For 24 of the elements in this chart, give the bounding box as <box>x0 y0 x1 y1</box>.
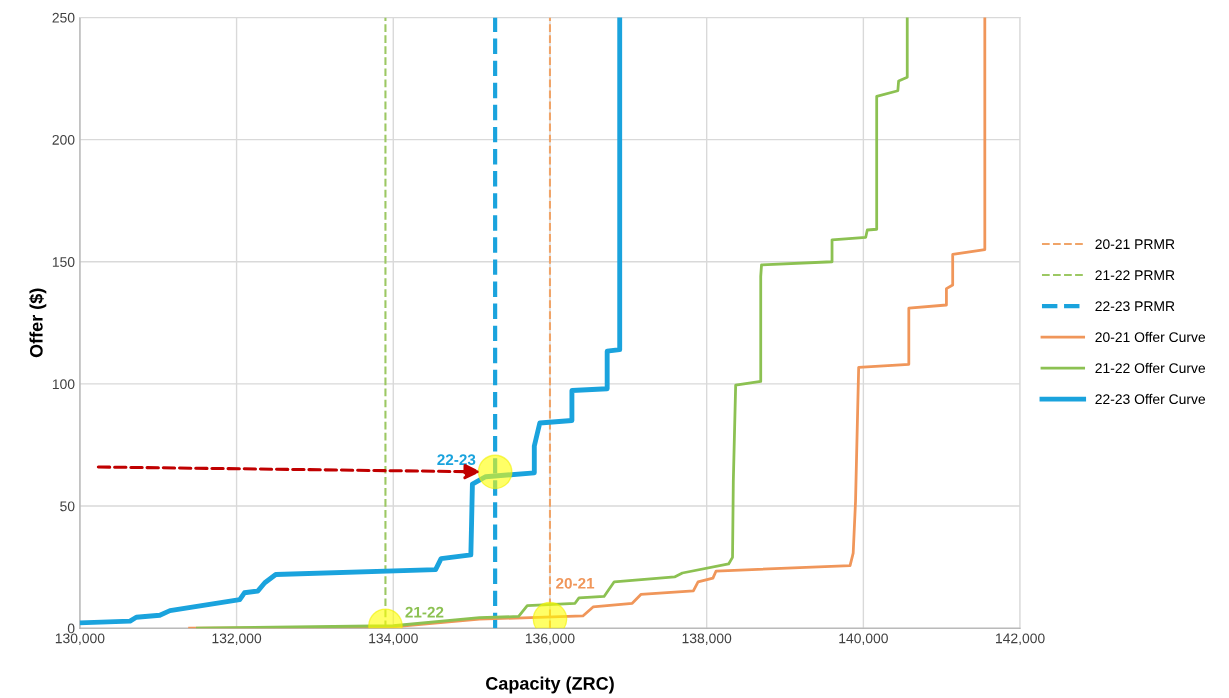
y-axis-title: Offer ($) <box>29 288 47 358</box>
y-tick-label: 200 <box>52 134 75 145</box>
x-tick-label: 134,000 <box>369 633 418 645</box>
annotation: 20-21 <box>556 577 595 589</box>
x-tick-label: 140,000 <box>839 633 888 645</box>
legend-label: 20-21 Offer Curve <box>1095 331 1206 343</box>
x-tick-label: 136,000 <box>525 633 575 645</box>
legend-label: 20-21 PRMR <box>1095 239 1175 250</box>
x-tick-label: 130,000 <box>55 633 105 645</box>
legend-label: 21-22 PRMR <box>1095 270 1175 280</box>
y-tick-label: 150 <box>52 257 75 267</box>
legend-label: 22-23 Offer Curve <box>1095 393 1206 405</box>
x-axis-title: Capacity (ZRC) <box>486 676 614 694</box>
annotation: 21-22 <box>405 606 444 618</box>
legend-label: 21-22 Offer Curve <box>1095 362 1206 374</box>
y-tick-label: 250 <box>52 12 75 23</box>
x-tick-label: 132,000 <box>212 633 262 645</box>
legend-label: 22-23 PRMR <box>1095 301 1175 312</box>
y-tick-label: 50 <box>60 501 75 512</box>
y-tick-label: 0 <box>67 623 75 634</box>
x-tick-label: 138,000 <box>682 633 732 645</box>
y-tick-label: 100 <box>52 379 75 390</box>
x-tick-label: 142,000 <box>996 633 1045 645</box>
annotation: 22-23 <box>437 454 476 466</box>
